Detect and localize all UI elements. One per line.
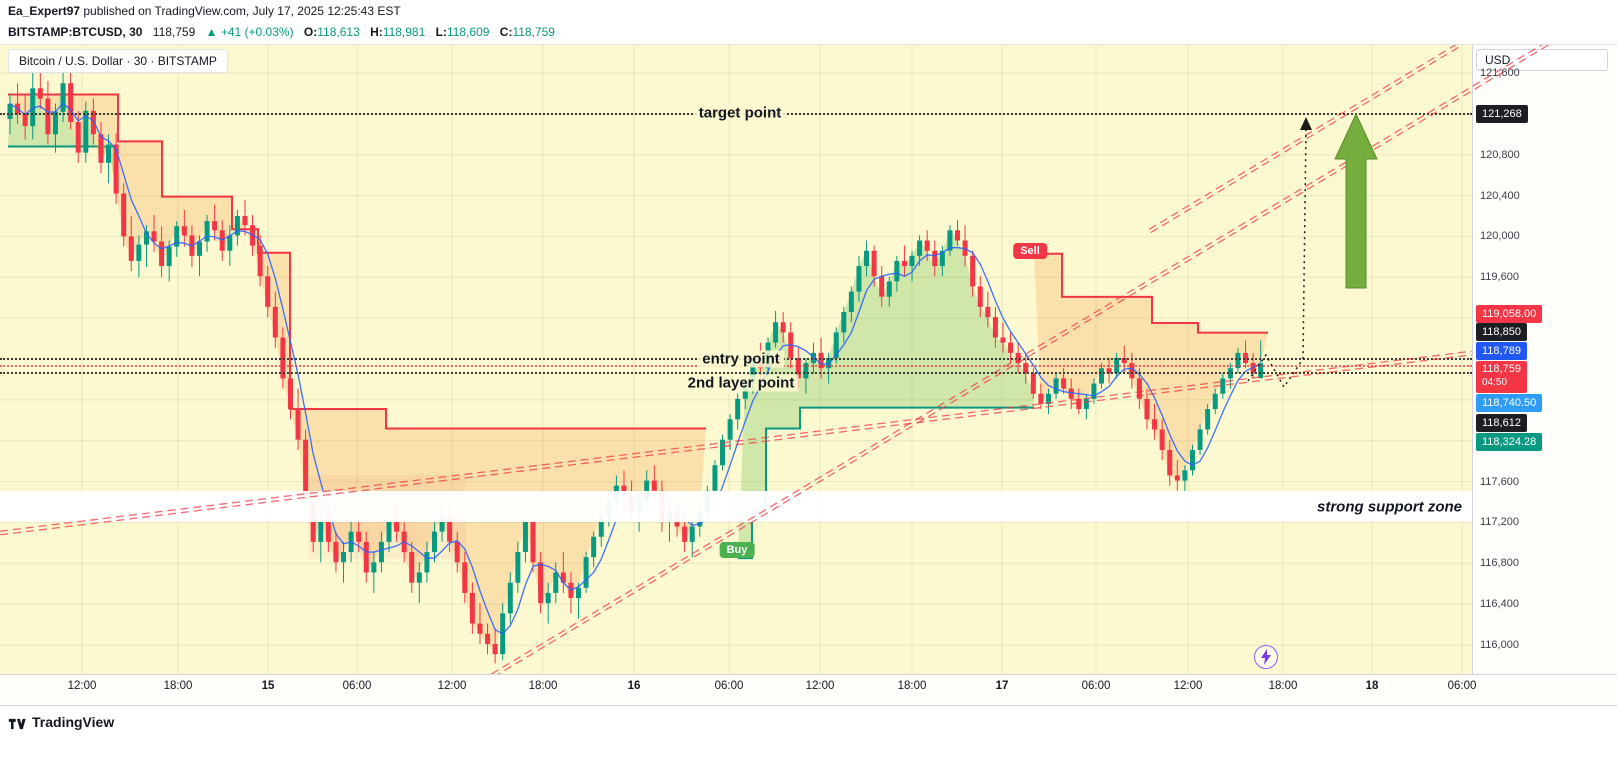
last-price: 118,759	[152, 25, 196, 39]
supertrend-line	[738, 406, 1034, 560]
time-axis-label: 18:00	[163, 680, 193, 692]
low-value: 118,609	[446, 25, 490, 39]
price-axis-label: 117,200	[1480, 516, 1519, 529]
sell-marker: Sell	[1013, 243, 1047, 259]
low-label: L:	[435, 25, 447, 39]
time-axis-label: 06:00	[714, 680, 744, 692]
price-axis-label: 116,400	[1480, 598, 1519, 611]
symbol-bar: BITSTAMP:BTCUSD, 30 118,759 ▲ +41 (+0.03…	[0, 22, 1617, 44]
time-axis-label: 18:00	[528, 680, 558, 692]
price-axis-label: 119,600	[1480, 271, 1519, 284]
time-axis-label: 18:00	[1268, 680, 1298, 692]
price-axis-label: 116,000	[1480, 639, 1519, 651]
time-axis-label: 12:00	[805, 680, 835, 692]
price-axis-label: 120,400	[1480, 189, 1520, 202]
candlestick-chart[interactable]	[0, 45, 1617, 675]
symbol-legend[interactable]: Bitcoin / U.S. Dollar · 30 · BITSTAMP	[8, 49, 228, 73]
close-value: 118,759	[512, 25, 555, 39]
support-zone-label: strong support zone	[1317, 498, 1462, 515]
time-axis-label: 06:00	[1081, 680, 1111, 692]
second-layer-label: 2nd layer point	[683, 374, 799, 392]
price-axis-label: 120,000	[1480, 230, 1520, 243]
price-badge: 121,268	[1476, 105, 1528, 123]
tradingview-logo[interactable]	[8, 715, 26, 733]
time-axis[interactable]: 12:00 18:00 15 06:00 12:00 18:00 16 06:00 12:00 1…	[0, 674, 1617, 706]
chart-area[interactable]: strong support zone target point entry p…	[0, 44, 1617, 675]
time-axis-label: 16	[627, 680, 641, 692]
high-value: 118,981	[382, 25, 426, 39]
publisher-name: Ea_Expert97	[8, 4, 81, 18]
price-badge: 118,759 04:50	[1476, 361, 1527, 393]
open-label: O:	[303, 25, 318, 39]
price-badge: 118,740.50	[1476, 394, 1543, 412]
time-axis-label: 18:00	[897, 680, 927, 692]
price-badge: 118,850	[1476, 323, 1527, 341]
price-badge: 118,612	[1476, 414, 1527, 432]
price-change: ▲ +41 (+0.03%)	[205, 25, 294, 39]
buy-marker: Buy	[719, 542, 755, 558]
time-axis-label: 12:00	[67, 680, 97, 692]
time-axis-label: 17	[995, 680, 1009, 692]
price-badge: 118,789	[1476, 342, 1527, 360]
close-label: C:	[499, 25, 513, 39]
support-zone: strong support zone	[0, 491, 1472, 522]
target-point-label: target point	[694, 104, 786, 122]
price-axis-label: 116,800	[1480, 557, 1519, 570]
symbol-title[interactable]: BITSTAMP:BTCUSD, 30	[8, 25, 143, 39]
time-axis-label: 15	[261, 680, 275, 692]
publish-info: published on TradingView.com, July 17, 2…	[80, 4, 401, 18]
time-axis-label: 06:00	[1447, 680, 1477, 692]
publish-bar: Ea_Expert97 published on TradingView.com…	[0, 0, 1617, 22]
entry-point-label: entry point	[698, 350, 784, 368]
time-axis-label: 12:00	[1173, 680, 1203, 692]
price-badge: 119,058.00	[1476, 305, 1543, 323]
footer-bar: TradingView	[0, 706, 1617, 759]
price-axis[interactable]: USD 121,600 120,800 120,400 120,000 119,600 1…	[1472, 45, 1617, 675]
price-axis-label: 117,600	[1480, 475, 1519, 488]
price-axis-label: 120,800	[1480, 148, 1520, 161]
time-axis-label: 18	[1365, 680, 1379, 692]
time-axis-label: 12:00	[437, 680, 467, 692]
price-axis-label: 121,600	[1480, 67, 1520, 79]
high-label: H:	[370, 25, 383, 39]
open-value: 118,613	[317, 25, 360, 39]
time-axis-label: 06:00	[342, 680, 372, 692]
price-badge: 118,324.28	[1476, 433, 1543, 451]
brand-text[interactable]: TradingView	[32, 714, 115, 730]
lightning-button[interactable]	[1254, 645, 1278, 669]
lightning-icon	[1261, 649, 1271, 665]
supertrend-bands	[8, 83, 1268, 655]
